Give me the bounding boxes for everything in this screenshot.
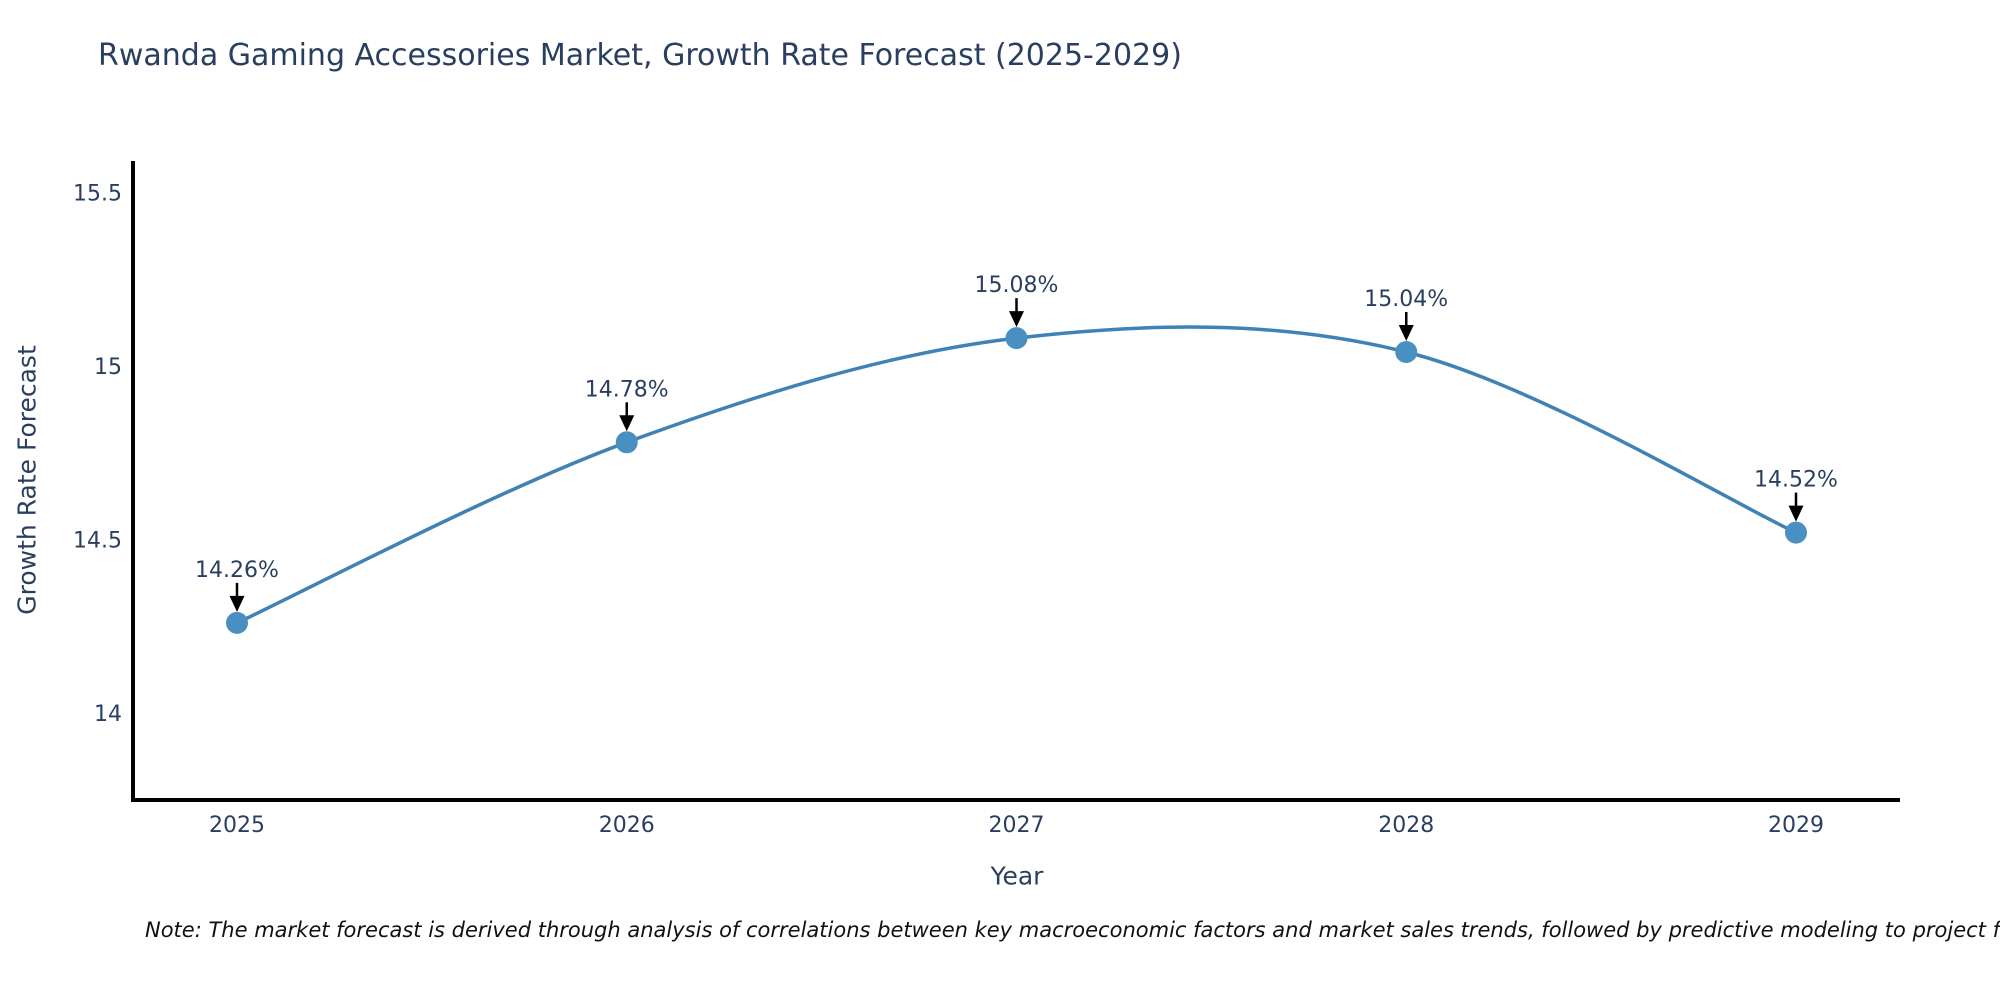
data-point-marker[interactable] (226, 611, 248, 634)
data-point-marker[interactable] (1395, 341, 1418, 364)
data-point-marker[interactable] (1005, 327, 1028, 350)
annotation-arrowhead (1398, 325, 1414, 342)
annotation-label: 14.52% (1754, 468, 1838, 493)
annotation-arrowhead (619, 415, 635, 432)
footnote: Note: The market forecast is derived thr… (145, 918, 2000, 942)
annotation-label: 15.04% (1364, 287, 1448, 312)
y-tick-label: 15.5 (73, 181, 122, 206)
data-point-marker[interactable] (1785, 521, 1807, 544)
series-line (235, 325, 1798, 625)
annotation-arrowhead (1009, 311, 1024, 328)
annotation-label: 14.26% (195, 558, 279, 583)
x-tick-label: 2025 (209, 813, 265, 838)
annotation-label: 14.78% (585, 377, 669, 402)
y-tick-label: 14.5 (73, 529, 122, 554)
annotation-arrowhead (1788, 505, 1804, 522)
chart-title: Rwanda Gaming Accessories Market, Growth… (98, 38, 1182, 73)
y-tick-label: 14 (94, 702, 122, 727)
x-tick-label: 2027 (989, 813, 1045, 838)
data-point-marker[interactable] (615, 431, 638, 454)
annotation-label: 15.08% (975, 273, 1059, 298)
x-tick-label: 2028 (1378, 813, 1434, 838)
x-axis-title: Year (990, 861, 1044, 891)
x-tick-label: 2026 (599, 813, 655, 838)
y-axis-title: Growth Rate Forecast (12, 345, 42, 615)
annotation-arrowhead (229, 595, 245, 612)
y-tick-label: 15 (94, 355, 122, 380)
x-tick-label: 2029 (1768, 813, 1824, 838)
